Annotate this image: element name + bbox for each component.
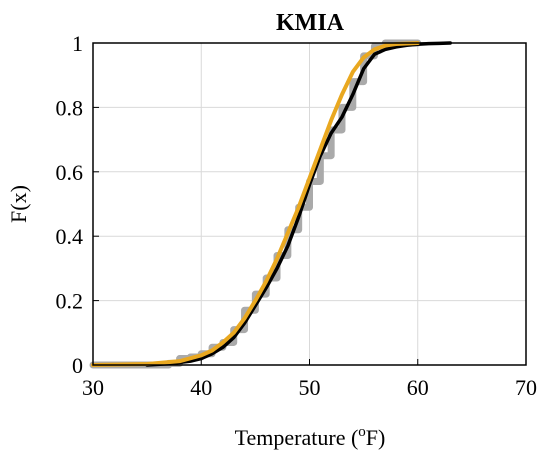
series-group: [89, 39, 452, 369]
x-tick-label: 70: [515, 375, 537, 400]
x-tick-label: 30: [82, 375, 104, 400]
x-tick-label: 60: [407, 375, 429, 400]
x-axis-title-end: F): [366, 425, 386, 450]
y-tick-label: 0.8: [56, 95, 84, 120]
y-tick-label: 0: [72, 353, 83, 378]
x-tick-label: 40: [190, 375, 212, 400]
x-axis-title-main: Temperature (: [235, 425, 359, 450]
y-tick-label: 0.6: [56, 160, 84, 185]
x-axis-title: Temperature (oF): [235, 424, 386, 450]
y-tick-label: 1: [72, 31, 83, 56]
y-tick-label: 0.2: [56, 289, 84, 314]
grid: [93, 43, 526, 365]
y-tick-label: 0.4: [56, 224, 84, 249]
fitted-cdf-black-line: [145, 41, 452, 367]
y-axis-title: F(x): [6, 185, 31, 223]
x-axis-title-superscript: o: [358, 424, 366, 440]
empirical-cdf-step-line: [89, 39, 422, 369]
fitted-cdf-orange-line: [91, 41, 420, 367]
ticks: 30 40 50 60 70 0 0.2 0.4 0.6 0.8 1: [56, 31, 538, 400]
chart-title: KMIA: [276, 10, 345, 36]
x-tick-label: 50: [299, 375, 321, 400]
